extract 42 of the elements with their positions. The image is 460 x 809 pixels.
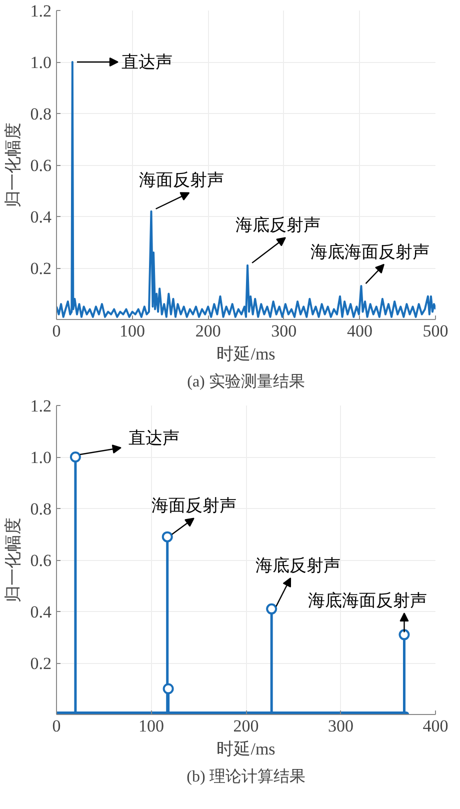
y-tick-label: 1.2 [30, 396, 52, 416]
x-tick-label: 100 [138, 716, 164, 736]
x-tick-label: 300 [328, 716, 354, 736]
y-tick-label: 1.0 [30, 448, 52, 467]
x-tick-label: 500 [422, 322, 448, 340]
point [266, 603, 278, 614]
annotation: 海底海面反射声 [310, 242, 430, 262]
annotation: 直达声 [122, 52, 173, 72]
y-axis-title: 归一化幅度 [3, 122, 22, 208]
annotation: 海面反射声 [151, 496, 236, 516]
y-axis-title: 归一化幅度 [3, 518, 22, 602]
x-axis-title: 时延/ms [216, 740, 276, 758]
y-tick-label: 0.8 [30, 500, 52, 518]
x-tick-label: 400 [422, 716, 448, 736]
y-tick-label: 1.2 [30, 2, 52, 20]
annotation: 海面反射声 [139, 170, 224, 190]
annotation: 直达声 [128, 428, 180, 448]
x-tick-label: 300 [271, 322, 297, 340]
point [398, 629, 410, 640]
y-tick-label: 1.0 [30, 53, 52, 72]
x-tick-label: 200 [195, 322, 221, 340]
y-tick-label: 0.8 [30, 104, 52, 124]
point [162, 531, 173, 542]
annotation: 海底海面反射声 [308, 590, 427, 610]
y-tick-label: 0.6 [30, 551, 52, 570]
y-tick-label: 0.2 [30, 654, 52, 673]
point [162, 683, 174, 694]
x-tick-label: 0 [52, 716, 61, 736]
annotation: 海底反射声 [235, 216, 320, 235]
y-tick-label: 0.4 [30, 208, 52, 226]
text: (a) 实验测量结果 [187, 372, 305, 390]
x-tick-label: 100 [120, 322, 146, 340]
annotation: 海底反射声 [256, 556, 341, 575]
y-tick-label: 0.4 [30, 602, 52, 622]
x-tick-label: 200 [233, 716, 259, 736]
y-tick-label: 0.2 [30, 259, 52, 278]
x-tick-label: 400 [346, 322, 372, 340]
x-tick-label: 0 [52, 322, 61, 340]
x-axis-title: 时延/ms [216, 344, 276, 364]
y-tick-label: 0.6 [30, 156, 52, 175]
text: (b) 理论计算结果 [186, 768, 306, 786]
point [70, 452, 81, 462]
